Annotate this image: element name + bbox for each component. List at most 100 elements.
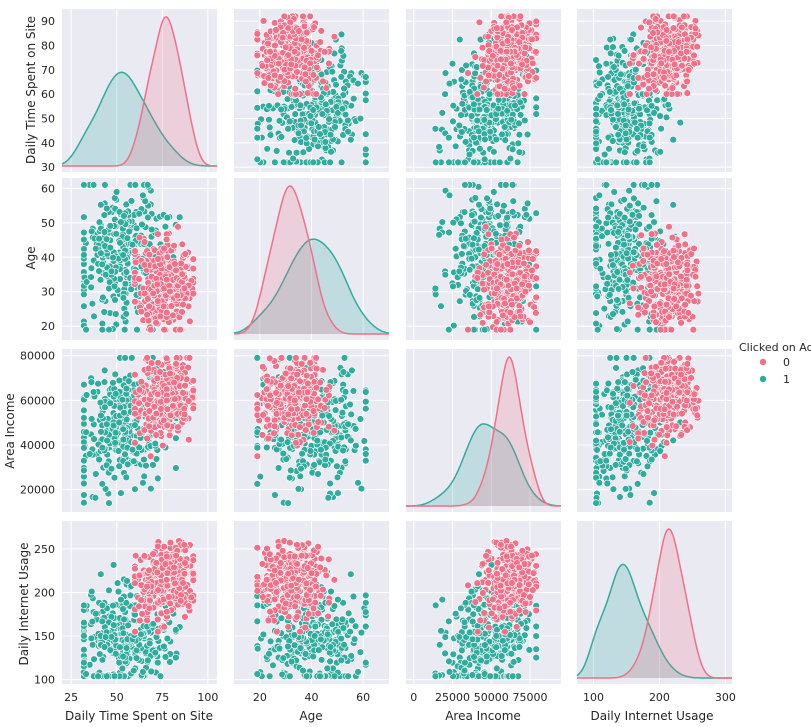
scatter-point-series-1 [115,462,123,470]
scatter-point-series-0 [501,84,509,93]
scatter-point-series-0 [189,264,198,273]
scatter-point-series-1 [461,158,469,167]
scatter-point-series-1 [332,103,340,111]
scatter-point-series-0 [669,12,678,20]
scatter-point-series-1 [508,181,517,189]
scatter-point-series-1 [515,131,524,139]
scatter-point-series-1 [605,145,613,153]
scatter-point-series-1 [341,457,349,465]
scatter-point-series-0 [680,230,689,238]
scatter-point-series-1 [94,380,102,388]
scatter-point-series-1 [473,116,481,125]
scatter-point-series-0 [520,259,528,268]
scatter-point-series-1 [331,123,339,131]
scatter-point-series-1 [87,415,96,423]
scatter-point-series-0 [135,233,144,242]
scatter-point-series-0 [626,90,634,98]
scatter-point-series-1 [613,296,621,304]
scatter-point-series-1 [337,73,345,81]
scatter-point-series-0 [153,374,162,382]
scatter-point-series-0 [532,274,540,282]
scatter-point-series-1 [507,115,515,124]
scatter-point-series-1 [122,310,130,318]
scatter-point-series-1 [80,228,88,237]
scatter-point-series-0 [647,230,656,238]
scatter-point-series-1 [509,197,517,205]
scatter-point-series-1 [496,221,504,229]
scatter-point-series-0 [480,285,488,294]
scatter-point-series-1 [283,438,292,446]
scatter-point-series-1 [139,191,147,200]
scatter-point-series-1 [613,325,621,333]
scatter-point-series-1 [455,121,463,130]
scatter-point-series-1 [122,268,131,276]
scatter-point-series-0 [267,81,275,90]
scatter-point-series-1 [612,123,620,131]
scatter-point-series-0 [641,308,649,317]
scatter-point-series-1 [606,291,614,299]
scatter-point-series-1 [80,499,88,507]
scatter-point-series-1 [299,148,307,156]
scatter-point-series-1 [593,326,602,334]
scatter-point-series-0 [160,244,168,253]
scatter-point-series-1 [253,87,261,96]
scatter-point-series-0 [672,71,680,80]
scatter-point-series-0 [502,18,510,27]
scatter-point-series-0 [145,302,153,310]
scatter-point-series-0 [518,60,526,69]
scatter-point-series-0 [690,244,698,253]
scatter-point-series-1 [500,202,508,210]
scatter-point-series-1 [128,354,136,362]
scatter-point-series-0 [307,47,316,55]
scatter-point-series-1 [125,377,133,385]
scatter-point-series-1 [503,213,511,222]
scatter-point-series-0 [306,12,314,20]
scatter-point-series-1 [620,196,628,204]
scatter-point-series-1 [123,234,132,242]
scatter-point-series-1 [624,231,632,240]
scatter-point-series-1 [100,211,109,219]
scatter-point-series-1 [313,436,321,445]
scatter-point-series-1 [100,378,109,386]
scatter-point-series-1 [467,112,476,120]
scatter-point-series-1 [477,213,485,222]
scatter-point-series-1 [352,442,360,450]
scatter-point-series-1 [362,405,370,413]
scatter-point-series-0 [683,35,692,44]
scatter-point-series-1 [123,460,132,468]
scatter-point-series-1 [607,251,615,259]
scatter-point-series-1 [96,276,105,284]
scatter-point-series-1 [331,406,340,414]
scatter-point-series-1 [532,103,540,112]
panel-age-vs-area-income [406,178,561,340]
scatter-point-series-1 [600,150,609,159]
scatter-point-series-0 [672,302,680,310]
scatter-point-series-1 [327,148,335,156]
scatter-point-series-1 [109,253,117,262]
panel-daily-time-spent-on-site-vs-age [234,9,389,172]
scatter-point-series-0 [482,223,490,231]
scatter-point-series-1 [532,110,540,118]
scatter-point-series-1 [142,462,150,470]
scatter-point-series-1 [131,485,139,493]
scatter-point-series-1 [502,181,510,189]
scatter-point-series-1 [310,135,319,144]
scatter-point-series-1 [626,202,634,210]
scatter-point-series-0 [310,23,318,31]
scatter-point-series-0 [687,292,695,300]
scatter-point-series-0 [503,260,512,268]
scatter-point-series-0 [503,276,511,284]
scatter-point-series-0 [180,284,189,293]
scatter-point-series-1 [609,43,617,51]
scatter-point-series-1 [457,75,466,84]
scatter-point-series-0 [153,280,162,288]
scatter-point-series-1 [609,137,617,145]
scatter-point-series-1 [657,124,665,133]
scatter-point-series-1 [318,110,326,118]
scatter-point-series-0 [314,51,322,59]
scatter-point-series-1 [454,158,462,167]
scatter-point-series-1 [602,158,610,167]
scatter-point-series-0 [131,439,139,447]
scatter-point-series-1 [445,326,453,334]
scatter-point-series-0 [637,273,645,281]
